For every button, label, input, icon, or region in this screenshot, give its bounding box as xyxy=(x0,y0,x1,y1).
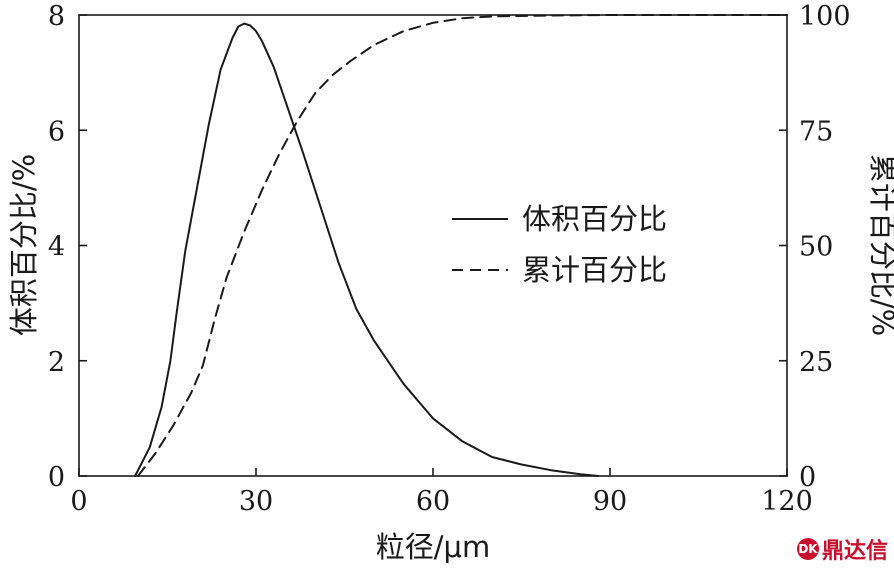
y-left-tick-label: 0 xyxy=(48,462,65,493)
y-right-tick-label: 0 xyxy=(799,462,816,493)
y-left-tick-label: 2 xyxy=(48,347,65,378)
y-left-tick-label: 6 xyxy=(48,116,65,147)
y-right-axis-title: 累计百分比/% xyxy=(866,154,894,336)
y-right-tick-label: 50 xyxy=(799,232,833,263)
watermark-text: 鼎达信 xyxy=(821,539,888,564)
y-left-ticks: 0 2 4 6 8 xyxy=(48,1,87,493)
x-tick-label: 30 xyxy=(239,486,273,517)
y-left-tick-label: 4 xyxy=(48,232,65,263)
series-line-volume xyxy=(134,22,600,477)
y-left-tick-label: 8 xyxy=(48,1,65,32)
y-right-tick-label: 100 xyxy=(799,1,851,32)
y-left-axis-title: 体积百分比/% xyxy=(7,154,41,336)
y-right-tick-label: 25 xyxy=(799,347,833,378)
watermark-badge-icon: DK xyxy=(796,538,819,560)
x-tick-label: 120 xyxy=(761,486,813,517)
x-axis-title: 粒径/μm xyxy=(376,530,490,564)
x-tick-label: 60 xyxy=(416,486,450,517)
x-ticks: 0 30 60 90 120 xyxy=(70,468,813,517)
legend: 体积百分比 累计百分比 xyxy=(452,202,667,287)
plot-frame xyxy=(78,14,788,477)
y-right-tick-label: 75 xyxy=(799,116,833,147)
series-line-cumulative xyxy=(137,14,788,477)
x-tick-label: 0 xyxy=(70,486,87,517)
legend-label-cumulative: 累计百分比 xyxy=(522,253,667,287)
y-right-ticks: 0 25 50 75 100 xyxy=(779,1,851,493)
x-tick-label: 90 xyxy=(593,486,627,517)
watermark-logo: DK 鼎达信 xyxy=(796,533,888,565)
series-layer xyxy=(134,14,788,477)
legend-label-volume: 体积百分比 xyxy=(522,202,667,236)
